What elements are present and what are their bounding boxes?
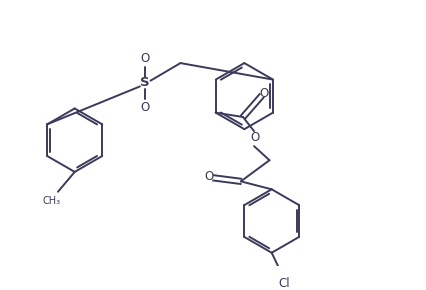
Text: O: O bbox=[204, 171, 213, 184]
Text: S: S bbox=[140, 76, 150, 89]
Text: Cl: Cl bbox=[278, 278, 289, 290]
Text: O: O bbox=[140, 52, 150, 65]
Text: O: O bbox=[259, 87, 268, 100]
Text: O: O bbox=[140, 101, 150, 114]
Text: CH₃: CH₃ bbox=[43, 196, 61, 206]
Text: O: O bbox=[250, 131, 259, 144]
